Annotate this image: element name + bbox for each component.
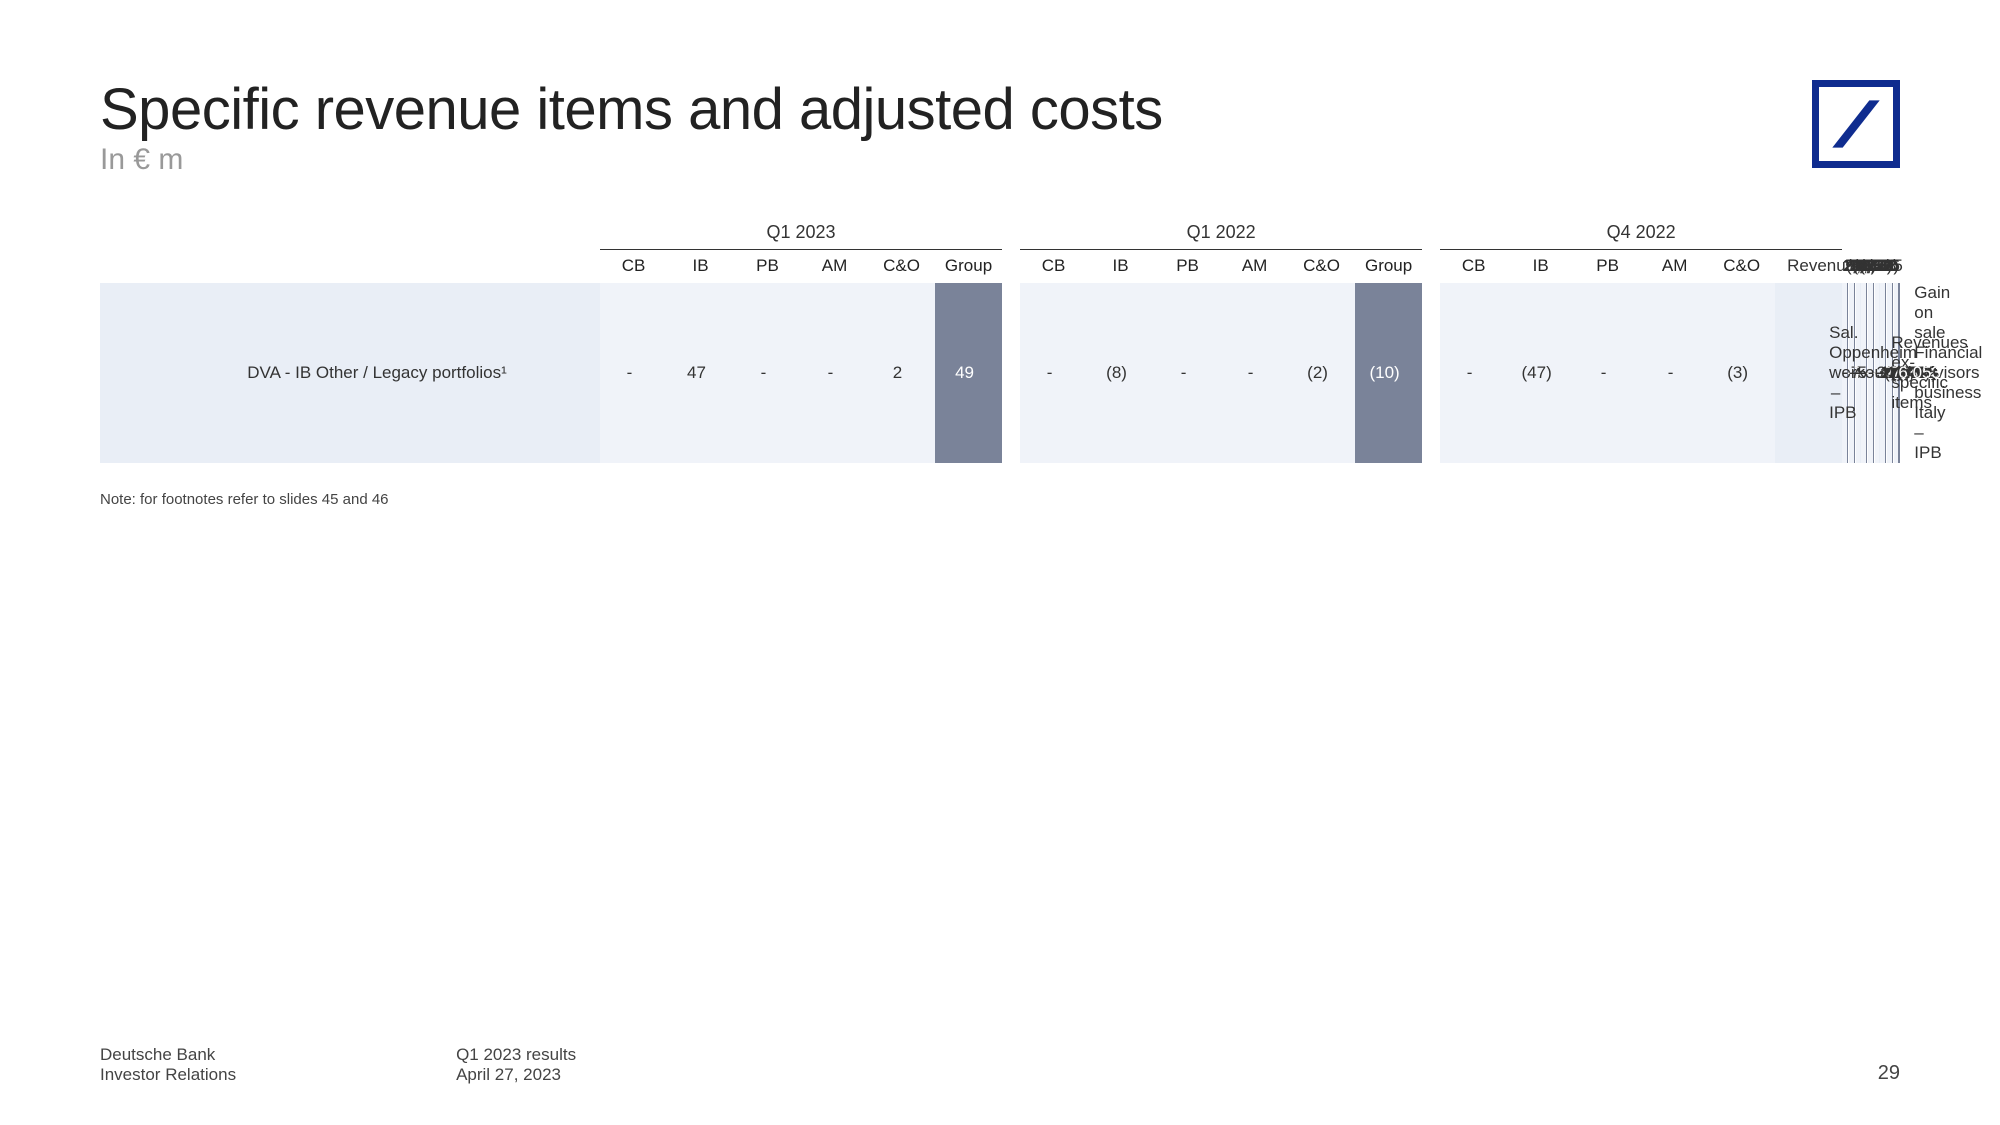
footer-org: Deutsche Bank	[100, 1045, 236, 1065]
segment-header: PB	[734, 250, 801, 283]
table-cell: -	[600, 283, 667, 463]
segment-header: AM	[1221, 250, 1288, 283]
table-cell: -	[1221, 283, 1288, 463]
table-cell: -	[1154, 283, 1221, 463]
segment-header: CB	[1020, 250, 1087, 283]
table-cell: -	[1020, 283, 1087, 463]
page-title: Specific revenue items and adjusted cost…	[100, 80, 1163, 141]
table-cell: (3)	[1708, 283, 1775, 463]
table-cell: 47	[667, 283, 734, 463]
segment-header: IB	[1507, 250, 1574, 283]
table-cell: -	[1574, 283, 1641, 463]
page-number: 29	[1878, 1062, 1900, 1085]
segment-header: CB	[600, 250, 667, 283]
table-cell: -	[734, 283, 801, 463]
table-cell: (8)	[1087, 283, 1154, 463]
segment-header: C&O	[1288, 250, 1355, 283]
table-cell: (10)	[1355, 283, 1422, 463]
period-header: Q1 2022	[1020, 217, 1422, 250]
segment-header: Group	[935, 250, 1002, 283]
segment-header: CB	[1440, 250, 1507, 283]
segment-header: PB	[1154, 250, 1221, 283]
footer-date: April 27, 2023	[456, 1065, 576, 1085]
deutsche-bank-logo	[1812, 80, 1900, 168]
table-cell: -	[1440, 283, 1507, 463]
table-cell: 6,053	[1898, 283, 1900, 463]
revenue-table: Q1 2023Q1 2022Q4 2022CBIBPBAMC&OGroupCBI…	[100, 217, 1900, 463]
table-cell: 49	[935, 283, 1002, 463]
segment-header: AM	[1641, 250, 1708, 283]
segment-header: C&O	[1708, 250, 1775, 283]
table-cell: (2)	[1288, 283, 1355, 463]
period-header: Q1 2023	[600, 217, 1002, 250]
segment-header: AM	[801, 250, 868, 283]
footer-dept: Investor Relations	[100, 1065, 236, 1085]
row-label: Revenues	[1775, 250, 1842, 283]
table-cell: 6,315	[1860, 250, 1861, 283]
row-label: Sal. Oppenheim workout – IPB	[1775, 283, 1842, 463]
table-cell: 2	[868, 283, 935, 463]
footer: Deutsche Bank Investor Relations Q1 2023…	[100, 1045, 1900, 1085]
table-cell: (47)	[1507, 283, 1574, 463]
row-label: DVA - IB Other / Legacy portfolios¹	[100, 283, 600, 463]
table-cell: -	[801, 283, 868, 463]
footer-event: Q1 2023 results	[456, 1045, 576, 1065]
segment-header: PB	[1574, 250, 1641, 283]
segment-header: C&O	[868, 250, 935, 283]
period-header: Q4 2022	[1440, 217, 1842, 250]
page-subtitle: In € m	[100, 143, 1163, 177]
footnote: Note: for footnotes refer to slides 45 a…	[100, 491, 1900, 508]
segment-header: Group	[1355, 250, 1422, 283]
table-cell: -	[1641, 283, 1708, 463]
segment-header: IB	[667, 250, 734, 283]
segment-header: IB	[1087, 250, 1154, 283]
